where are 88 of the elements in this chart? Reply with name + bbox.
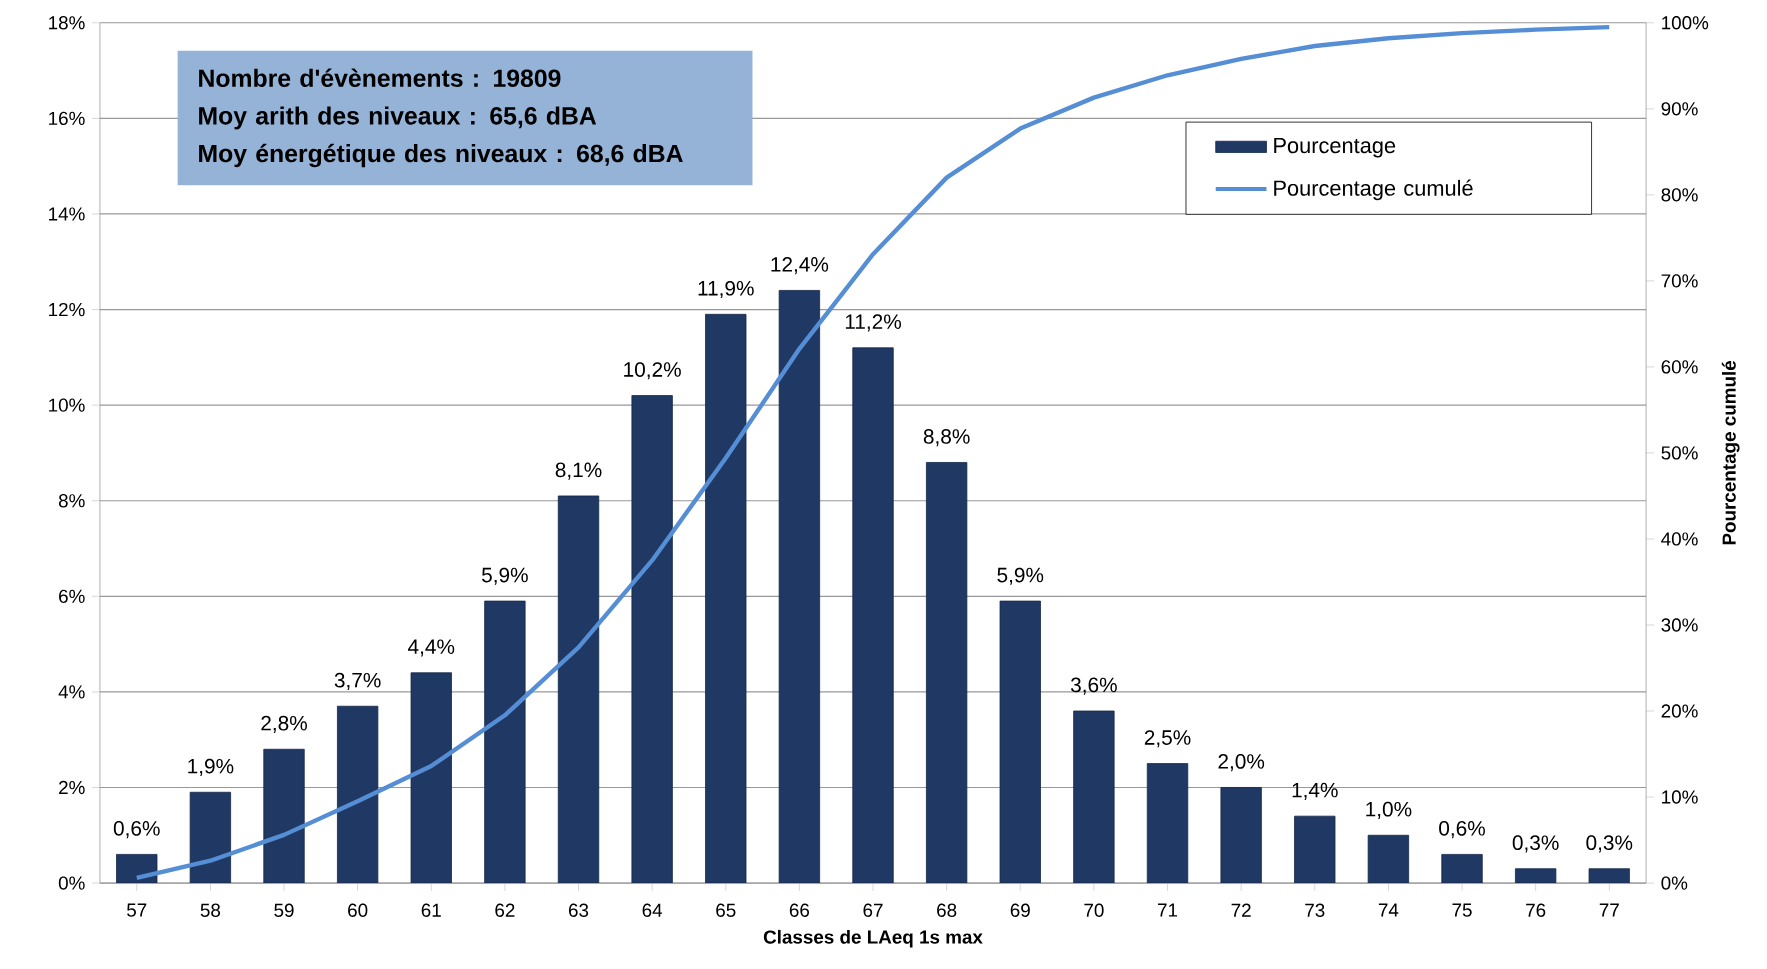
- x-axis-title: Classes de LAeq 1s max: [763, 929, 983, 948]
- data-label: 11,9%: [698, 280, 754, 298]
- y2-tick-label: 90%: [1661, 102, 1698, 116]
- data-label: 12,4%: [771, 256, 829, 275]
- data-label: 1,4%: [1292, 782, 1338, 800]
- y2-tick-label: 30%: [1661, 618, 1698, 632]
- data-label: 2,0%: [1218, 753, 1265, 772]
- data-label: 8,1%: [555, 462, 602, 480]
- y2-tick-label: 50%: [1661, 446, 1698, 460]
- data-label: 1,0%: [1366, 801, 1412, 819]
- y2-tick-label: 60%: [1661, 360, 1698, 374]
- x-tick-label: 64: [642, 903, 663, 917]
- y2-tick-label: 10%: [1662, 790, 1698, 804]
- y-tick-label: 16%: [49, 111, 85, 125]
- bar: [558, 495, 599, 883]
- bar: [1147, 763, 1188, 883]
- data-label: 0,6%: [1439, 820, 1485, 839]
- x-tick-label: 72: [1231, 903, 1251, 917]
- bar: [337, 706, 378, 883]
- data-label: 5,9%: [482, 567, 528, 585]
- x-tick-label: 71: [1158, 903, 1178, 917]
- legend-label: Pourcentage: [1274, 137, 1396, 158]
- y-tick-label: 4%: [58, 685, 85, 699]
- x-tick-label: 62: [495, 903, 515, 917]
- x-tick-label: 75: [1452, 903, 1472, 917]
- bar: [926, 462, 967, 883]
- x-tick-label: 66: [789, 903, 810, 917]
- x-tick-label: 65: [716, 903, 736, 917]
- data-label: 0,3%: [1512, 835, 1559, 853]
- data-label: 3,7%: [334, 672, 381, 690]
- data-label: 5,9%: [997, 567, 1044, 585]
- bar: [1220, 787, 1262, 883]
- legend-label: Pourcentage cumulé: [1274, 179, 1473, 201]
- data-label: 0,3%: [1586, 835, 1633, 853]
- data-label: 4,4%: [408, 639, 455, 657]
- y2-tick-label: 100%: [1662, 15, 1709, 30]
- bar: [190, 792, 231, 883]
- x-tick-label: 74: [1378, 903, 1399, 917]
- y-tick-label: 18%: [49, 15, 85, 30]
- y-tick-label: 0%: [58, 876, 85, 890]
- bar: [263, 749, 305, 883]
- y-tick-label: 2%: [59, 780, 85, 794]
- y2-tick-label: 80%: [1661, 188, 1698, 202]
- bar: [705, 314, 747, 883]
- y-tick-label: 12%: [49, 302, 85, 317]
- data-label: 2,8%: [261, 715, 307, 733]
- y2-axis-title: Pourcentage cumulé: [1721, 360, 1740, 545]
- bar: [852, 347, 894, 883]
- x-tick-label: 76: [1526, 903, 1546, 917]
- y2-tick-label: 0%: [1661, 876, 1688, 890]
- y-tick-label: 8%: [58, 493, 85, 508]
- data-label: 1,9%: [188, 758, 234, 776]
- x-tick-label: 77: [1599, 903, 1619, 917]
- y-tick-label: 14%: [49, 207, 85, 221]
- bar: [631, 395, 673, 883]
- x-tick-label: 69: [1010, 903, 1030, 917]
- data-label: 10,2%: [624, 362, 681, 380]
- bar: [1441, 854, 1483, 883]
- x-tick-label: 63: [569, 903, 589, 917]
- data-label: 0,6%: [113, 820, 160, 839]
- data-label: 3,6%: [1070, 677, 1117, 695]
- bar: [484, 600, 526, 883]
- x-tick-label: 60: [348, 903, 368, 917]
- x-tick-label: 57: [127, 903, 147, 917]
- bar: [1368, 835, 1409, 883]
- annotation: Moy arith des niveaux : 65,6 dBA: [199, 106, 597, 130]
- data-label: 2,5%: [1144, 730, 1191, 748]
- y-tick-label: 10%: [49, 398, 85, 412]
- x-tick-label: 73: [1305, 903, 1325, 917]
- annotation: Nombre d'évènements : 19809: [199, 68, 561, 87]
- y2-tick-label: 20%: [1661, 704, 1698, 718]
- x-tick-label: 68: [937, 903, 957, 917]
- bar: [411, 672, 452, 883]
- bar: [779, 290, 820, 883]
- data-label: 11,2%: [845, 314, 901, 332]
- bar: [1294, 816, 1336, 883]
- x-tick-label: 61: [421, 903, 441, 917]
- y2-tick-label: 70%: [1661, 274, 1698, 288]
- x-tick-label: 67: [863, 903, 883, 917]
- data-label: 8,8%: [923, 428, 970, 447]
- y-tick-label: 6%: [59, 589, 85, 603]
- x-tick-label: 59: [274, 903, 294, 917]
- x-tick-label: 58: [200, 903, 221, 917]
- x-tick-label: 70: [1084, 903, 1104, 917]
- annotation: Moy énergétique des niveaux : 68,6 dBA: [199, 143, 683, 168]
- bar: [1073, 710, 1115, 883]
- y2-tick-label: 40%: [1661, 532, 1698, 546]
- bar: [1000, 600, 1041, 883]
